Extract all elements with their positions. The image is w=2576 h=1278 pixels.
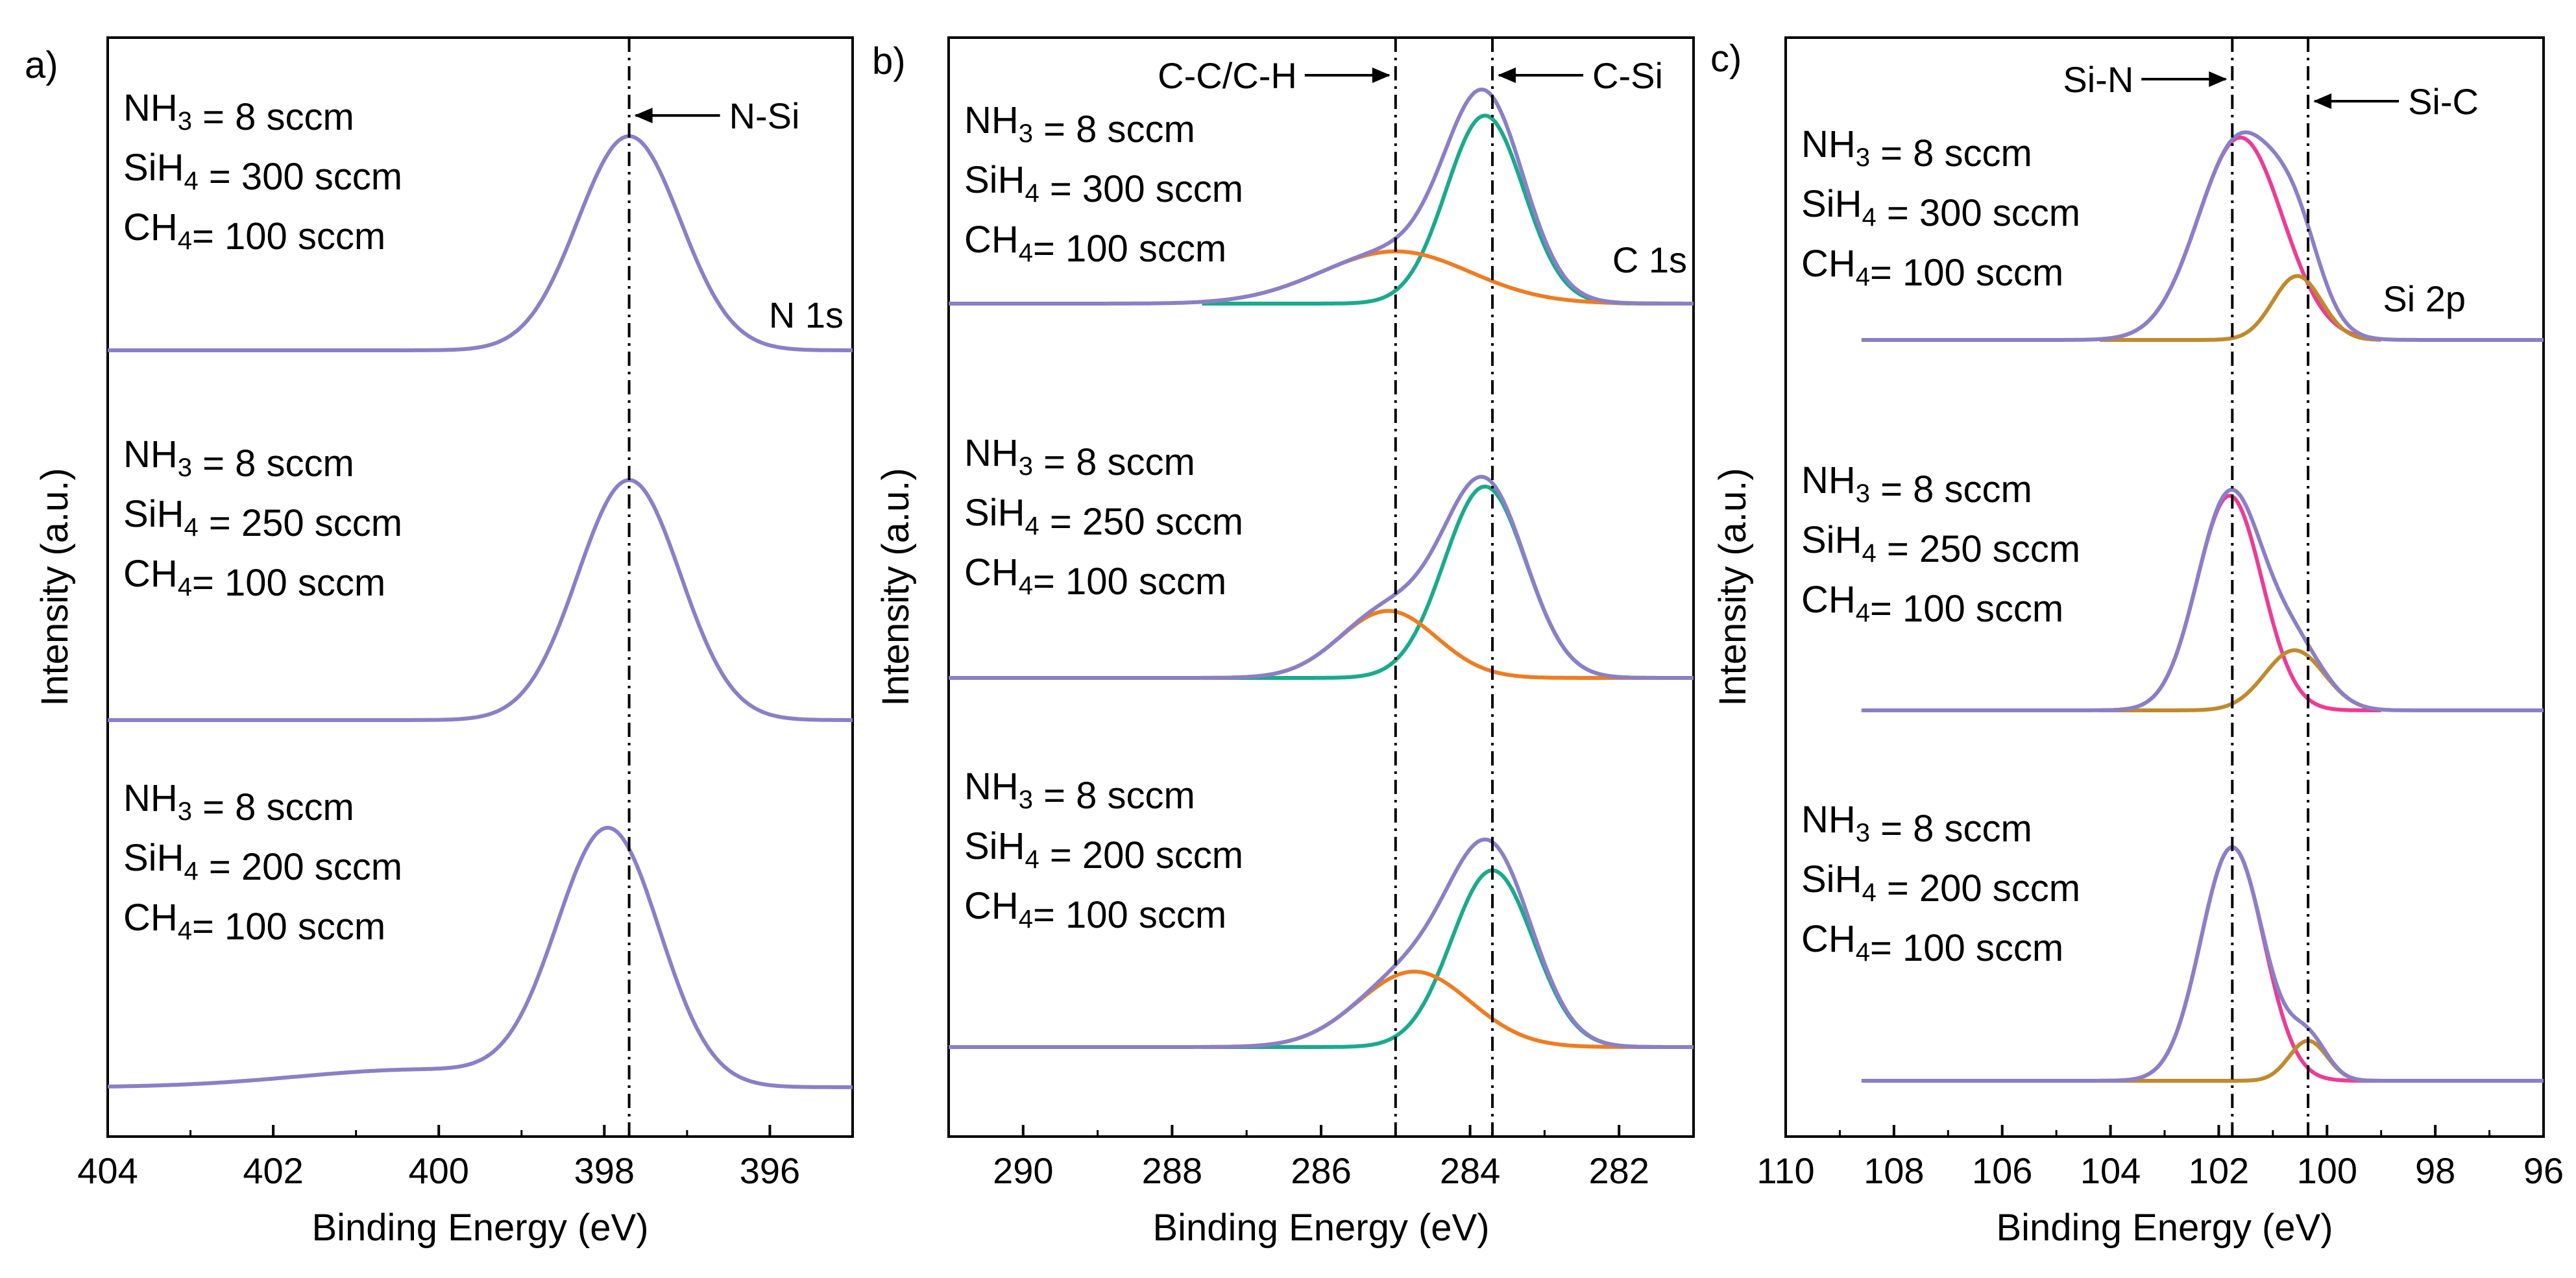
condition-ch4: CH4= 100 sccm xyxy=(1801,243,2063,294)
y-axis-label: Intensity (a.u.) xyxy=(34,468,76,706)
core-level-label: Si 2p xyxy=(2383,278,2466,319)
spectrum-curve xyxy=(108,826,853,1089)
condition-ch4: CH4= 100 sccm xyxy=(964,219,1226,270)
condition-sih4: SiH4 = 300 sccm xyxy=(1801,183,2080,234)
y-axis-label: Intensity (a.u.) xyxy=(875,468,917,706)
condition-ch4: CH4= 100 sccm xyxy=(964,885,1226,936)
condition-ch4: CH4= 100 sccm xyxy=(1801,579,2063,630)
condition-ch4: CH4= 100 sccm xyxy=(964,551,1226,603)
annotation-label: C-C/C-H xyxy=(1158,55,1297,96)
condition-sih4: SiH4 = 200 sccm xyxy=(1801,858,2080,910)
x-tick-label: 108 xyxy=(1864,1150,1924,1191)
x-tick-label: 398 xyxy=(574,1150,635,1191)
condition-sih4: SiH4 = 200 sccm xyxy=(123,837,402,888)
condition-ch4: CH4= 100 sccm xyxy=(123,897,385,948)
panel-label: c) xyxy=(1710,38,1742,80)
condition-ch4: CH4= 100 sccm xyxy=(123,206,385,258)
x-tick-label: 106 xyxy=(1972,1150,2032,1191)
x-tick-label: 102 xyxy=(2189,1150,2249,1191)
x-axis-label: Binding Energy (eV) xyxy=(311,1207,648,1249)
x-tick-label: 288 xyxy=(1142,1150,1202,1191)
annotation-label: Si-C xyxy=(2408,81,2479,122)
spectrum-stack-2: NH3 = 8 sccm SiH4 = 250 sccm CH4= 100 sccm xyxy=(1801,459,2544,712)
spectrum-stack-2: NH3 = 8 sccm SiH4 = 250 sccm CH4= 100 sccm xyxy=(949,432,1694,680)
condition-nh3: NH3 = 8 sccm xyxy=(1801,123,2032,175)
component-si-c xyxy=(2099,274,2381,342)
condition-ch4: CH4= 100 sccm xyxy=(123,553,385,604)
x-tick-label: 284 xyxy=(1440,1150,1500,1191)
condition-sih4: SiH4 = 250 sccm xyxy=(123,493,402,544)
annotation-label: Si-N xyxy=(2063,59,2133,100)
x-tick-label: 98 xyxy=(2415,1150,2455,1191)
annotation-arrowhead xyxy=(1498,67,1516,83)
spectrum-stack-3: NH3 = 8 sccm SiH4 = 200 sccm CH4= 100 sccm xyxy=(1801,799,2544,1083)
x-tick-label: 404 xyxy=(77,1150,138,1191)
x-axis-label: Binding Energy (eV) xyxy=(1152,1207,1489,1249)
spectrum-curve xyxy=(108,134,853,352)
plot-frame xyxy=(106,36,854,1138)
envelope-curve xyxy=(949,87,1694,306)
x-tick-label: 290 xyxy=(993,1150,1053,1191)
condition-nh3: NH3 = 8 sccm xyxy=(964,99,1195,151)
condition-sih4: SiH4 = 200 sccm xyxy=(964,825,1243,876)
condition-nh3: NH3 = 8 sccm xyxy=(1801,459,2032,511)
x-tick-label: 282 xyxy=(1588,1150,1649,1191)
x-tick-label: 104 xyxy=(2080,1150,2141,1191)
core-level-label: C 1s xyxy=(1612,239,1687,280)
x-tick-label: 100 xyxy=(2297,1150,2357,1191)
panel-3: 110 108 106 104 102 100 98 96 Binding Energy (eV… xyxy=(1710,36,2564,1249)
core-level-label: N 1s xyxy=(769,295,844,335)
envelope-curve xyxy=(1861,488,2544,712)
envelope-curve xyxy=(949,475,1694,680)
spectrum-stack-1: NH3 = 8 sccm SiH4 = 300 sccm CH4= 100 sccm xyxy=(949,87,1694,306)
x-tick-label: 110 xyxy=(1756,1150,1814,1191)
panel-1: 404 402 400 398 396 Binding Energy (eV) Intens… xyxy=(25,36,854,1249)
x-tick-label: 396 xyxy=(740,1150,800,1191)
spectrum-stack-1: NH3 = 8 sccm SiH4 = 300 sccm CH4= 100 sccm xyxy=(1801,123,2544,342)
annotation-arrowhead xyxy=(2313,93,2332,109)
envelope-curve xyxy=(1861,130,2544,342)
x-tick-label: 402 xyxy=(243,1150,303,1191)
condition-nh3: NH3 = 8 sccm xyxy=(964,766,1195,817)
annotation-label: N-Si xyxy=(729,95,800,136)
x-tick-label: 400 xyxy=(409,1150,469,1191)
spectrum-stack-1: NH3 = 8 sccm SiH4 = 300 sccm CH4= 100 sccm xyxy=(108,87,853,352)
spectrum-curve xyxy=(108,477,853,722)
condition-nh3: NH3 = 8 sccm xyxy=(964,432,1195,483)
envelope-curve xyxy=(949,837,1694,1049)
condition-nh3: NH3 = 8 sccm xyxy=(123,777,354,828)
condition-sih4: SiH4 = 250 sccm xyxy=(1801,519,2080,570)
spectrum-stack-2: NH3 = 8 sccm SiH4 = 250 sccm CH4= 100 sccm xyxy=(108,433,853,722)
annotation-arrowhead xyxy=(634,108,653,123)
annotation-arrowhead xyxy=(2209,71,2228,87)
annotation-arrowhead xyxy=(1372,67,1391,83)
spectrum-stack-3: NH3 = 8 sccm SiH4 = 200 sccm CH4= 100 sccm xyxy=(108,777,853,1089)
condition-sih4: SiH4 = 300 sccm xyxy=(123,147,402,198)
spectrum-stack-3: NH3 = 8 sccm SiH4 = 200 sccm CH4= 100 sccm xyxy=(949,766,1694,1049)
condition-sih4: SiH4 = 250 sccm xyxy=(964,492,1243,543)
panel-label: a) xyxy=(25,44,58,86)
x-tick-label: 96 xyxy=(2523,1150,2564,1191)
condition-nh3: NH3 = 8 sccm xyxy=(1801,799,2032,850)
panel-2: 290 288 286 284 282 Binding Energy (eV) Intens… xyxy=(872,36,1695,1249)
envelope-curve xyxy=(1861,845,2544,1083)
annotation-label: C-Si xyxy=(1592,55,1663,96)
condition-nh3: NH3 = 8 sccm xyxy=(123,87,354,138)
x-tick-label: 286 xyxy=(1291,1150,1351,1191)
panel-label: b) xyxy=(872,40,906,82)
condition-nh3: NH3 = 8 sccm xyxy=(123,433,354,485)
x-axis-label: Binding Energy (eV) xyxy=(1996,1207,2333,1249)
y-axis-label: Intensity (a.u.) xyxy=(1712,468,1754,706)
condition-sih4: SiH4 = 300 sccm xyxy=(964,159,1243,210)
condition-ch4: CH4= 100 sccm xyxy=(1801,918,2063,969)
